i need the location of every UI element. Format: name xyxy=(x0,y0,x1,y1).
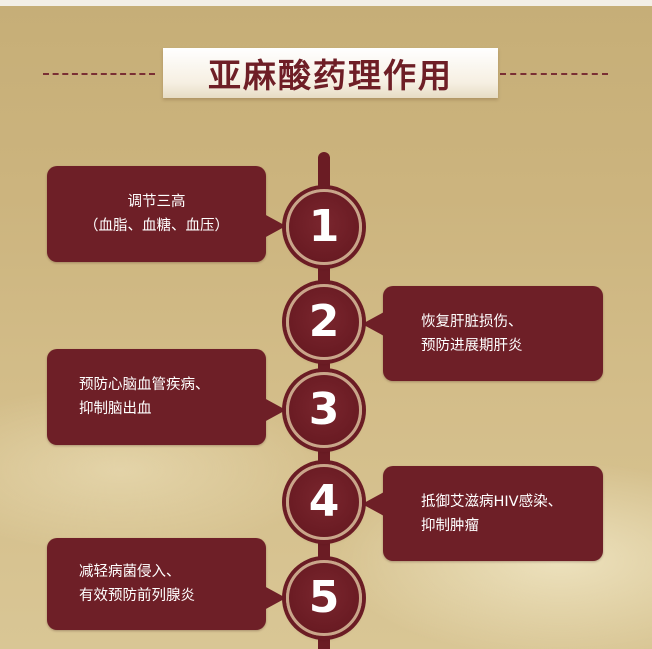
page-title: 亚麻酸药理作用 xyxy=(208,56,453,95)
title-dash-left xyxy=(43,73,155,75)
benefit-card-3-pointer xyxy=(264,398,286,422)
step-circle-5: 5 xyxy=(286,560,362,636)
benefit-card-4: 抵御艾滋病HIV感染、 抑制肿瘤 xyxy=(383,466,603,561)
top-border xyxy=(0,0,652,6)
benefit-card-4-pointer xyxy=(362,492,384,516)
benefit-card-1-pointer xyxy=(264,214,286,238)
benefit-card-2-line-1: 恢复肝脏损伤、 xyxy=(421,313,523,330)
step-circle-1: 1 xyxy=(286,189,362,265)
step-number-3: 3 xyxy=(308,384,340,435)
benefit-card-5-line-1: 减轻病菌侵入、 xyxy=(79,564,181,580)
benefit-card-5-pointer xyxy=(264,586,286,610)
step-number-4: 4 xyxy=(308,476,340,527)
benefit-card-1-line-1: 调节三高 xyxy=(127,194,186,210)
title-dash-right xyxy=(500,73,608,75)
benefit-card-5-line-2: 有效预防前列腺炎 xyxy=(79,588,195,604)
benefit-card-2-pointer xyxy=(362,312,384,336)
step-circle-2: 2 xyxy=(286,284,362,360)
benefit-card-4-line-1: 抵御艾滋病HIV感染、 xyxy=(421,493,563,510)
step-circle-4: 4 xyxy=(286,464,362,540)
step-circle-3: 3 xyxy=(286,372,362,448)
step-number-5: 5 xyxy=(308,572,340,623)
benefit-card-4-line-2: 抑制肿瘤 xyxy=(421,517,479,534)
benefit-card-3-line-2: 抑制脑出血 xyxy=(79,401,152,417)
benefit-card-3-line-1: 预防心脑血管疾病、 xyxy=(79,377,210,393)
benefit-card-2: 恢复肝脏损伤、 预防进展期肝炎 xyxy=(383,286,603,381)
benefit-card-3: 预防心脑血管疾病、 抑制脑出血 xyxy=(47,349,266,445)
title-banner: 亚麻酸药理作用 xyxy=(163,48,498,98)
benefit-card-1-line-2: （血脂、血糖、血压） xyxy=(84,218,229,234)
step-number-2: 2 xyxy=(308,296,340,347)
benefit-card-1: 调节三高 （血脂、血糖、血压） xyxy=(47,166,266,262)
step-number-1: 1 xyxy=(308,201,340,252)
benefit-card-5: 减轻病菌侵入、 有效预防前列腺炎 xyxy=(47,538,266,630)
benefit-card-2-line-2: 预防进展期肝炎 xyxy=(421,337,523,354)
